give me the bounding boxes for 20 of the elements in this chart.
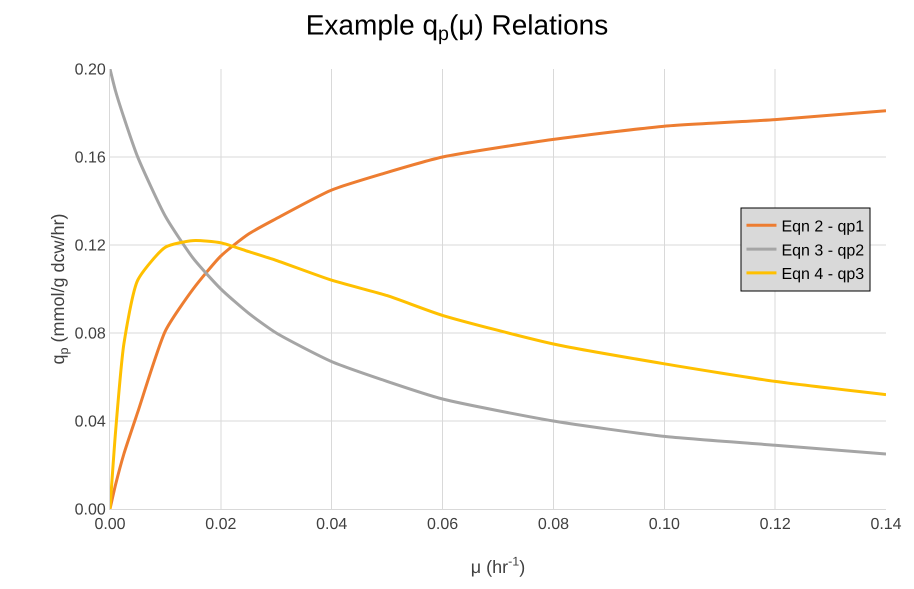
x-axis-title: μ (hr$^{-1}$) (470, 554, 526, 577)
x-tick-label: 0.10 (648, 516, 680, 534)
x-tick-label: 0.06 (427, 516, 458, 534)
y-tick-label: 0.00 (74, 502, 106, 519)
x-tick-label: 0.04 (316, 516, 348, 534)
x-tick-label: 0.00 (94, 516, 126, 534)
legend-label: Eqn 2 - qp1 (781, 218, 864, 236)
x-tick-label: 0.14 (870, 516, 902, 534)
x-tick-label: 0.12 (760, 516, 791, 534)
x-tick-label: 0.08 (538, 516, 570, 534)
x-tick-label: 0.02 (205, 516, 237, 534)
chart-title: Example q$_{p}$(μ) Relations (306, 9, 608, 46)
y-tick-label: 0.08 (74, 326, 106, 343)
y-tick-label: 0.20 (74, 62, 106, 79)
y-tick-label: 0.12 (74, 238, 106, 255)
y-tick-label: 0.04 (74, 414, 106, 431)
legend-label: Eqn 4 - qp3 (781, 266, 864, 284)
legend-label: Eqn 3 - qp2 (781, 242, 864, 260)
y-tick-label: 0.16 (74, 150, 106, 167)
line-series (110, 69, 886, 456)
